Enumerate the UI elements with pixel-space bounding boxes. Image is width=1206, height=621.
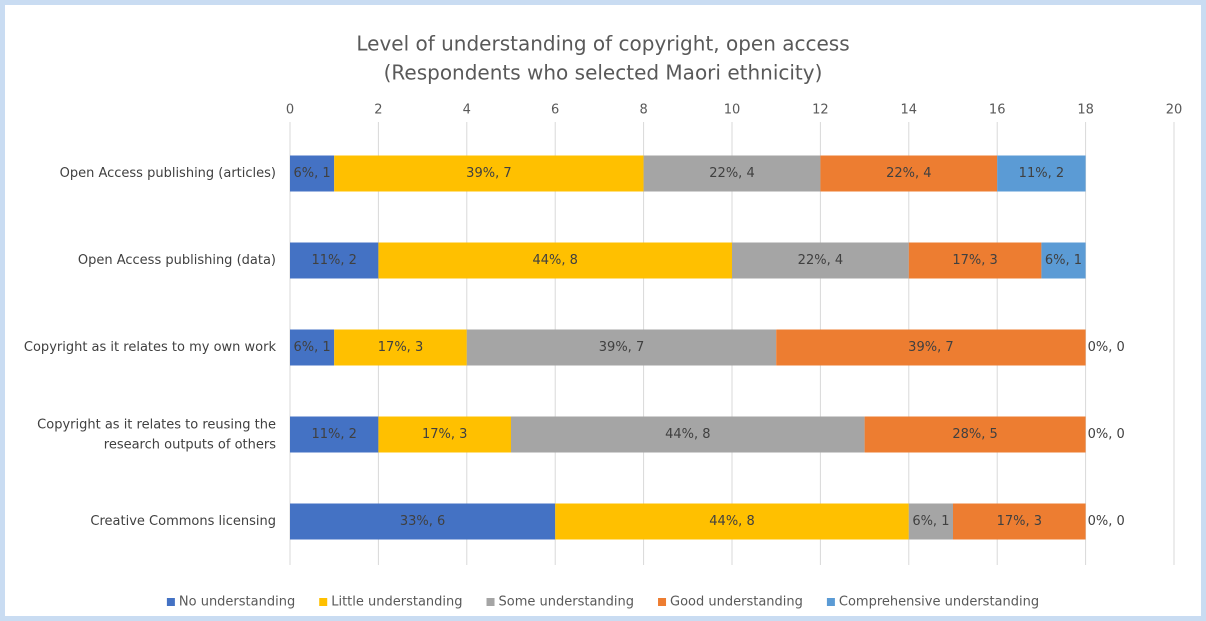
bar-segment [511, 416, 865, 453]
bar-segment [378, 242, 732, 279]
x-tick-label: 14 [901, 103, 918, 118]
x-tick-label: 16 [989, 103, 1006, 118]
bar-segment [732, 242, 909, 279]
x-tick-label: 2 [374, 103, 382, 118]
data-label: 0%, 0 [1088, 427, 1125, 442]
x-tick-label: 20 [1166, 103, 1183, 118]
bar-segment [864, 416, 1086, 453]
bar-segment [290, 416, 379, 453]
bar-segment [378, 416, 511, 453]
legend-label: Good understanding [670, 595, 803, 610]
legend-label: Some understanding [499, 595, 635, 610]
data-label: 11%, 2 [1019, 166, 1064, 181]
bar-segment [290, 155, 335, 192]
data-label: 0%, 0 [1088, 340, 1125, 355]
x-tick-label: 10 [724, 103, 741, 118]
bar-segment [820, 155, 998, 192]
x-tick-label: 0 [286, 103, 294, 118]
x-tick-label: 6 [551, 103, 559, 118]
bar-segment [908, 242, 1042, 279]
bar-segment [334, 329, 467, 366]
data-label: 28%, 5 [952, 427, 997, 442]
bar-segment [953, 503, 1086, 540]
legend-swatch [486, 598, 495, 606]
bar-segment [1041, 242, 1086, 279]
data-label: 22%, 4 [798, 253, 843, 268]
legend-swatch [658, 598, 667, 606]
data-label: 44%, 8 [665, 427, 710, 442]
bar-segment [290, 329, 335, 366]
data-label: 6%, 1 [294, 166, 331, 181]
data-label: 11%, 2 [311, 253, 356, 268]
bar-segment [466, 329, 777, 366]
data-label: 44%, 8 [532, 253, 577, 268]
x-tick-label: 12 [812, 103, 829, 118]
data-label: 6%, 1 [294, 340, 331, 355]
data-label: 17%, 3 [422, 427, 467, 442]
data-label: 22%, 4 [886, 166, 931, 181]
category-label: Copyright as it relates to reusing the re… [37, 417, 276, 452]
data-label: 17%, 3 [997, 514, 1042, 529]
data-label: 17%, 3 [952, 253, 997, 268]
category-label: Open Access publishing (data) [78, 253, 276, 268]
data-label: 39%, 7 [599, 340, 644, 355]
chart-title: Level of understanding of copyright, ope… [356, 32, 849, 56]
bar-segment [908, 503, 953, 540]
bar-segment [776, 329, 1086, 366]
data-label: 39%, 7 [908, 340, 953, 355]
x-tick-label: 18 [1077, 103, 1094, 118]
category-label: Creative Commons licensing [90, 514, 276, 529]
legend-label: Comprehensive understanding [839, 595, 1039, 610]
data-label: 6%, 1 [912, 514, 949, 529]
bar-segment [334, 155, 644, 192]
data-label: 22%, 4 [709, 166, 754, 181]
data-label: 33%, 6 [400, 514, 445, 529]
data-label: 17%, 3 [378, 340, 423, 355]
bar-segment [997, 155, 1086, 192]
data-label: 0%, 0 [1088, 514, 1125, 529]
legend-label: No understanding [179, 595, 295, 610]
bar-segment [290, 503, 556, 540]
data-label: 44%, 8 [709, 514, 754, 529]
legend-swatch [826, 598, 835, 606]
x-tick-label: 4 [463, 103, 471, 118]
legend-swatch [166, 598, 175, 606]
category-label: Copyright as it relates to my own work [24, 340, 277, 355]
data-label: 39%, 7 [466, 166, 511, 181]
x-tick-label: 8 [639, 103, 647, 118]
chart-subtitle: (Respondents who selected Maori ethnicit… [384, 61, 823, 85]
category-label: Open Access publishing (articles) [60, 166, 276, 181]
bar-segment [555, 503, 909, 540]
bar-segment [290, 242, 379, 279]
data-label: 6%, 1 [1045, 253, 1082, 268]
legend-swatch [319, 598, 328, 606]
data-label: 11%, 2 [311, 427, 356, 442]
legend-label: Little understanding [331, 595, 462, 610]
bar-segment [643, 155, 821, 192]
